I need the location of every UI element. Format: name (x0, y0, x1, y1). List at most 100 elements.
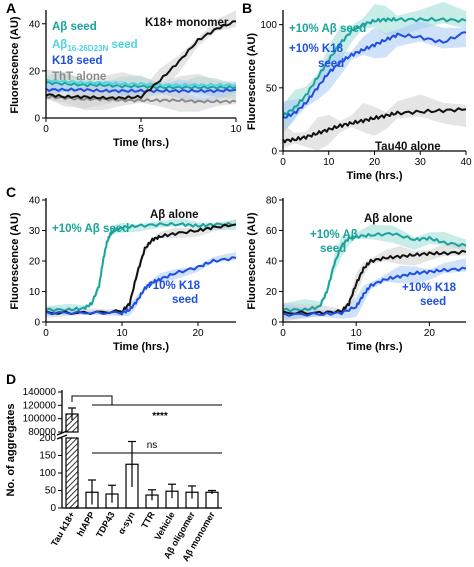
y-tick-label: 0 (34, 114, 40, 125)
panel-a-series-2 (45, 87, 237, 94)
y-tick-label: 50 (266, 83, 278, 94)
x-tick-label: 0 (280, 157, 286, 168)
panel-label-b: B (242, 0, 252, 16)
y-tick-label: 10 (29, 287, 41, 298)
legend-b-tau40: Tau40 alone (375, 141, 441, 153)
significance-label: ns (147, 440, 158, 451)
legend-a-tht-alone: ThT alone (52, 71, 106, 83)
y-axis-title: No. of aggregates (5, 404, 17, 497)
y-tick-label: 0 (50, 503, 56, 514)
x-tick-label: 20 (424, 328, 436, 339)
x-axis-title: Time (hrs.) (346, 170, 402, 182)
y-tick-label: 80000 (28, 427, 56, 438)
x-tick-label: 0 (43, 328, 49, 339)
x-tick-label: 10 (351, 328, 363, 339)
x-tick-label: 20 (192, 328, 204, 339)
panel-b-series-0 (282, 16, 467, 117)
y-tick-label: 80 (266, 196, 278, 207)
panel-b-chart: 0 10 20 30 40 0 50 100 Time (hrs.) Fluorescence (… (246, 1, 472, 182)
legend-c-k18-line2: seed (172, 294, 198, 306)
panel-b-band-1 (283, 21, 466, 133)
y-tick-label: 120000 (23, 400, 57, 411)
legend-cr-k18-line1: +10% K18 (402, 282, 457, 294)
bar-7 (205, 491, 219, 509)
panel-label-c: C (6, 184, 16, 200)
significance-bracket-upper (71, 395, 113, 405)
legend-a-ab1626-seed: Aβ16-26D23N seed (52, 39, 138, 53)
bar-category-label: Tau k18+ (49, 510, 77, 548)
panel-b-band-0 (283, 1, 466, 134)
y-tick-label: 20 (29, 66, 41, 77)
legend-cr-ab-alone: Aβ alone (364, 213, 413, 225)
panel-c-right-series-2 (282, 266, 467, 317)
x-tick-label: 0 (43, 124, 49, 135)
legend-a-k18-seed: K18 seed (52, 55, 103, 67)
y-tick-label: 0 (271, 147, 277, 158)
x-tick-label: 10 (230, 124, 242, 135)
y-axis-title: Fluorescence (AU) (9, 16, 21, 114)
legend-c-ab-seed: +10% Aβ seed (52, 223, 129, 235)
x-tick-label: 30 (415, 157, 427, 168)
panel-a-chart: 0 5 10 0 20 40 Time (hrs.) Fluorescence (AU) (9, 10, 242, 149)
x-axis-title: Time (hrs.) (346, 341, 402, 353)
y-tick-label: 20 (29, 257, 41, 268)
legend-b-k18-line2: seed (318, 58, 344, 70)
y-tick-label: 200 (39, 433, 56, 444)
y-tick-label: 20 (266, 287, 278, 298)
panel-c-right-chart: 0 10 20 0 20 40 60 80 Time (hrs.) Fluorescence (A… (246, 196, 467, 353)
y-tick-label: 100 (39, 468, 56, 479)
y-tick-label: 40 (266, 257, 278, 268)
panel-b-series-2 (282, 107, 467, 144)
panel-a-series-1 (45, 78, 237, 88)
x-tick-label: 5 (138, 124, 144, 135)
y-tick-label: 50 (45, 486, 57, 497)
y-tick-label: 30 (29, 226, 41, 237)
panel-label-d: D (6, 371, 16, 387)
legend-c-k18-line1: +10% K18 (146, 280, 201, 292)
x-axis-title: Time (hrs.) (113, 341, 169, 353)
panel-b-series-1 (282, 31, 467, 119)
y-tick-label: 150 (39, 451, 56, 462)
legend-cr-k18-line2: seed (420, 296, 446, 308)
panel-c-series-2 (45, 256, 237, 316)
bar-0-lower (65, 437, 79, 509)
axis-break-mark (56, 430, 68, 436)
y-tick-label: 60 (266, 226, 278, 237)
panel-c-right-series-0 (282, 232, 467, 313)
legend-a-k18-monomer: K18+ monomer (145, 17, 229, 29)
y-axis-title: Fluorescence (AU) (246, 212, 258, 310)
y-tick-label: 140000 (23, 387, 57, 398)
y-tick-label: 100000 (23, 414, 57, 425)
x-tick-label: 40 (460, 157, 472, 168)
legend-a-ab-seed: Aβ seed (52, 21, 97, 33)
y-tick-label: 0 (271, 318, 277, 329)
legend-c-ab-alone: Aβ alone (150, 209, 199, 221)
panel-label-a: A (6, 0, 16, 16)
legend-b-k18-line1: +10% K18 (289, 43, 344, 55)
y-tick-label: 100 (260, 20, 277, 31)
bar-category-label: TTR (139, 510, 157, 531)
panel-a-series-0 (45, 80, 237, 90)
panel-c-right-series-1 (282, 249, 467, 316)
bar-category-label: TDP43 (94, 510, 117, 539)
y-tick-label: 0 (34, 318, 40, 329)
x-tick-label: 10 (116, 328, 128, 339)
x-tick-label: 0 (280, 328, 286, 339)
significance-label: **** (152, 411, 168, 422)
x-tick-label: 20 (369, 157, 381, 168)
legend-b-ab-seed: +10% Aβ seed (289, 23, 366, 35)
x-tick-label: 10 (323, 157, 335, 168)
y-axis-title: Fluorescence (AU) (246, 33, 258, 131)
legend-cr-ab-line2: seed (320, 243, 346, 255)
y-tick-label: 40 (29, 19, 41, 30)
legend-cr-ab-line1: +10% Aβ (310, 229, 358, 241)
panel-c-band-1 (46, 218, 236, 318)
bar-category-label: α-syn (116, 510, 137, 536)
panel-c-series-0 (45, 221, 237, 313)
y-axis-title: Fluorescence (AU) (9, 212, 21, 310)
x-axis-title: Time (hrs.) (113, 137, 169, 149)
panel-a-series-3 (45, 94, 237, 104)
panel-c-series-1 (45, 223, 237, 316)
